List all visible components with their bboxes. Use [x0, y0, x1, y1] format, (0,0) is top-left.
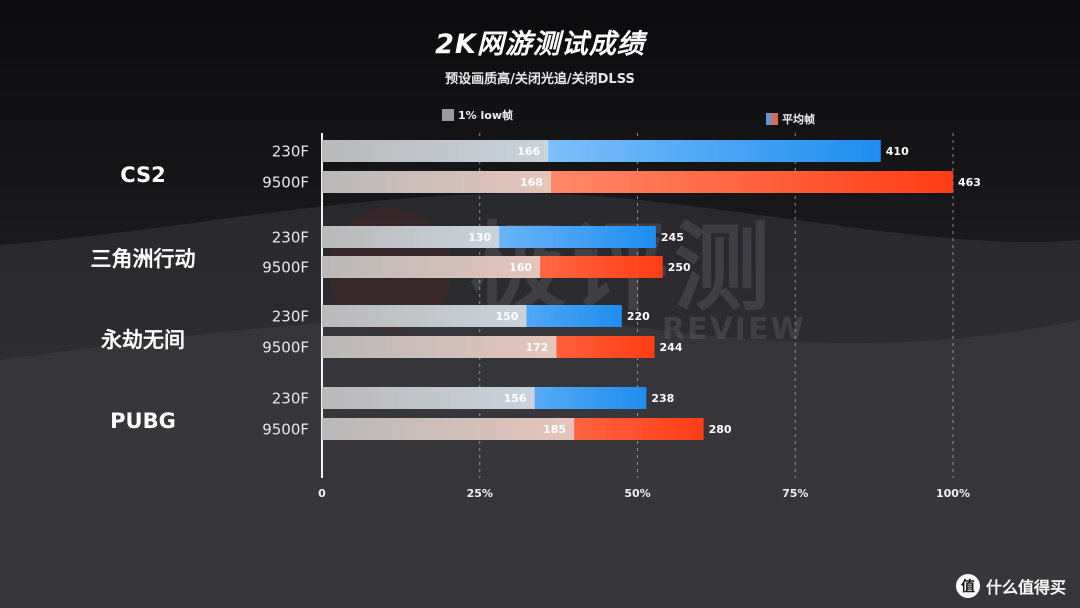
avg-fps-value: 238 — [651, 392, 674, 405]
low-fps-bar — [322, 171, 551, 193]
legend-low-swatch — [442, 109, 454, 121]
group-label: 永劫无间 — [100, 328, 185, 352]
cpu-label: 230F — [272, 308, 309, 326]
x-tick-label: 100% — [936, 487, 970, 500]
footer-logo-text: 什么值得买 — [985, 578, 1066, 597]
low-fps-bar — [322, 226, 500, 248]
legend-avg-label: 平均帧 — [782, 113, 815, 126]
avg-fps-value: 280 — [709, 423, 732, 436]
cpu-label: 230F — [272, 143, 309, 161]
avg-fps-value: 250 — [668, 261, 691, 274]
low-fps-value: 156 — [504, 392, 527, 405]
low-fps-value: 150 — [495, 310, 518, 323]
avg-fps-value: 463 — [958, 176, 981, 189]
footer-logo: 值 什么值得买 — [955, 574, 1066, 598]
avg-fps-value: 245 — [661, 231, 684, 244]
legend-low-label: 1% low帧 — [458, 109, 513, 122]
low-fps-bar — [322, 418, 575, 440]
cpu-label: 9500F — [262, 259, 309, 277]
low-fps-value: 160 — [509, 261, 532, 274]
legend-low: 1% low帧 — [442, 107, 513, 123]
low-fps-bar — [322, 256, 541, 278]
low-fps-value: 168 — [520, 176, 543, 189]
cpu-label: 230F — [272, 229, 309, 247]
cpu-label: 230F — [272, 390, 309, 408]
low-fps-value: 130 — [468, 231, 491, 244]
low-fps-bar — [322, 336, 557, 358]
x-tick-label: 0 — [318, 487, 326, 500]
avg-fps-value: 244 — [660, 341, 683, 354]
low-fps-bar — [322, 387, 535, 409]
chart-subtitle: 预设画质高/关闭光追/关闭DLSS — [445, 72, 635, 87]
group-label: 三角洲行动 — [91, 247, 196, 271]
chart-title: 2K网游测试成绩 — [435, 29, 645, 60]
group-label: CS2 — [120, 163, 166, 187]
x-tick-label: 75% — [782, 487, 808, 500]
legend-avg-swatch — [766, 113, 778, 125]
cpu-label: 9500F — [262, 421, 309, 439]
low-fps-bar — [322, 140, 549, 162]
x-tick-label: 50% — [624, 487, 650, 500]
avg-fps-value: 220 — [627, 310, 650, 323]
low-fps-bar — [322, 305, 527, 327]
low-fps-value: 172 — [525, 341, 548, 354]
legend-avg: 平均帧 — [766, 111, 815, 127]
group-label: PUBG — [110, 409, 176, 433]
x-tick-label: 25% — [467, 487, 493, 500]
low-fps-value: 166 — [517, 145, 540, 158]
cpu-label: 9500F — [262, 339, 309, 357]
avg-fps-value: 410 — [886, 145, 909, 158]
low-fps-value: 185 — [543, 423, 566, 436]
footer-logo-icon: 值 — [955, 574, 980, 598]
cpu-label: 9500F — [262, 174, 309, 192]
